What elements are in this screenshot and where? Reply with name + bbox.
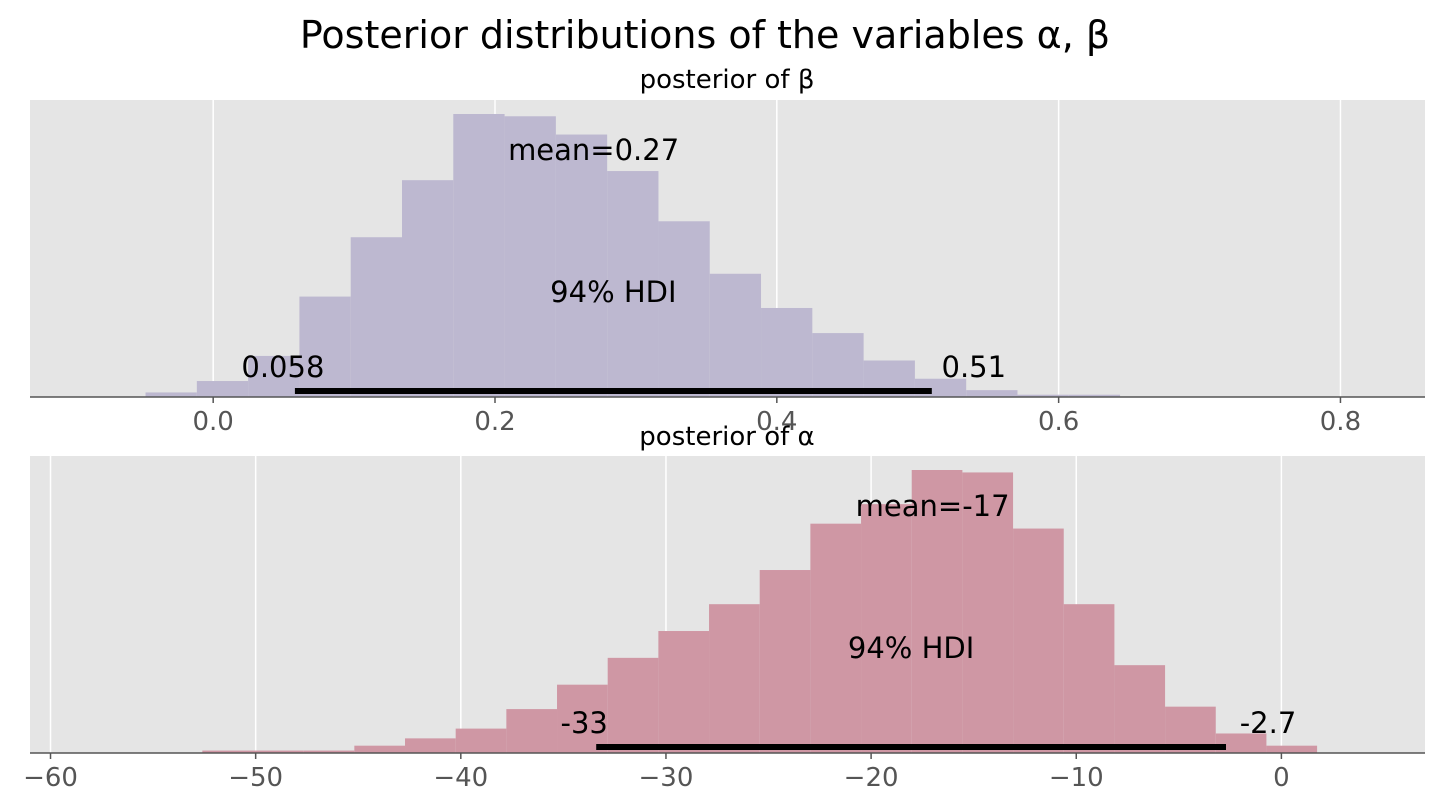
alpha-tick-label-4: −20 bbox=[844, 763, 899, 793]
alpha-bar-20 bbox=[1215, 733, 1267, 753]
beta-bar-3 bbox=[299, 296, 351, 397]
beta-bar-17 bbox=[1017, 394, 1069, 397]
beta-tick-label-1: 0.2 bbox=[474, 407, 515, 437]
alpha-panel-title: posterior of α bbox=[639, 422, 814, 452]
alpha-bar-18 bbox=[1114, 665, 1166, 753]
alpha-posterior-panel: posterior of α −60 −50 −40 −30 −20 −10 0 mean=… bbox=[23, 422, 1425, 793]
beta-bar-12 bbox=[761, 307, 813, 397]
alpha-tick-label-6: 0 bbox=[1273, 763, 1290, 793]
alpha-bar-4 bbox=[405, 738, 456, 753]
alpha-mean-label: mean=-17 bbox=[856, 489, 1010, 523]
beta-hdi-low-label: 0.058 bbox=[241, 350, 324, 384]
alpha-bar-14 bbox=[911, 470, 963, 753]
alpha-bar-17 bbox=[1063, 604, 1115, 753]
beta-bar-10 bbox=[658, 221, 710, 397]
beta-bar-18 bbox=[1068, 394, 1121, 397]
alpha-bar-7 bbox=[557, 684, 608, 753]
beta-bar-13 bbox=[812, 333, 864, 397]
beta-bar-1 bbox=[196, 381, 249, 397]
alpha-tick-label-0: −60 bbox=[23, 763, 78, 793]
beta-panel-title: posterior of β bbox=[640, 65, 815, 95]
beta-x-ticks: 0.0 0.2 0.4 0.6 0.8 bbox=[193, 397, 1361, 437]
alpha-tick-label-5: −10 bbox=[1049, 763, 1104, 793]
beta-tick-label-0: 0.0 bbox=[193, 407, 234, 437]
alpha-bar-5 bbox=[455, 728, 507, 753]
alpha-bar-6 bbox=[506, 709, 558, 753]
beta-hdi-label: 94% HDI bbox=[550, 275, 676, 309]
alpha-bar-21 bbox=[1266, 745, 1318, 753]
beta-bar-2 bbox=[248, 355, 300, 397]
alpha-tick-label-1: −50 bbox=[228, 763, 283, 793]
alpha-tick-label-3: −30 bbox=[639, 763, 694, 793]
beta-tick-label-3: 0.6 bbox=[1038, 407, 1079, 437]
beta-histogram-bars bbox=[145, 114, 1121, 397]
alpha-bar-10 bbox=[709, 604, 760, 753]
beta-tick-label-4: 0.8 bbox=[1320, 407, 1361, 437]
alpha-bar-16 bbox=[1013, 528, 1064, 753]
beta-bar-8 bbox=[555, 134, 608, 397]
alpha-bar-13 bbox=[861, 504, 912, 753]
alpha-bar-1 bbox=[252, 750, 304, 753]
beta-bar-6 bbox=[453, 114, 505, 397]
beta-hdi-high-label: 0.51 bbox=[942, 350, 1007, 384]
alpha-bar-8 bbox=[607, 657, 659, 753]
alpha-bar-0 bbox=[202, 750, 253, 753]
beta-bar-9 bbox=[607, 171, 659, 397]
alpha-bar-3 bbox=[354, 745, 406, 753]
alpha-histogram-bars bbox=[202, 470, 1318, 753]
alpha-bar-11 bbox=[759, 570, 811, 753]
alpha-hdi-label: 94% HDI bbox=[848, 631, 974, 665]
beta-bar-4 bbox=[350, 237, 402, 397]
beta-bar-16 bbox=[966, 390, 1018, 397]
beta-bar-7 bbox=[504, 116, 556, 397]
alpha-bar-15 bbox=[962, 472, 1014, 753]
alpha-bar-9 bbox=[658, 631, 710, 753]
alpha-hdi-low-label: -33 bbox=[561, 706, 608, 740]
alpha-bar-2 bbox=[303, 750, 355, 753]
alpha-x-ticks: −60 −50 −40 −30 −20 −10 0 bbox=[23, 753, 1290, 793]
beta-posterior-panel: posterior of β 0.0 0.2 0.4 0.6 0.8 mean=0.27… bbox=[30, 65, 1425, 437]
beta-mean-label: mean=0.27 bbox=[508, 133, 679, 167]
alpha-tick-label-2: −40 bbox=[433, 763, 488, 793]
beta-tick-label-2: 0.4 bbox=[756, 407, 797, 437]
alpha-hdi-high-label: -2.7 bbox=[1240, 706, 1297, 740]
beta-bar-11 bbox=[709, 273, 762, 397]
figure-title: Posterior distributions of the variables… bbox=[300, 13, 1110, 57]
alpha-bar-12 bbox=[810, 523, 862, 753]
beta-bar-0 bbox=[145, 392, 197, 397]
beta-bar-5 bbox=[402, 180, 454, 397]
